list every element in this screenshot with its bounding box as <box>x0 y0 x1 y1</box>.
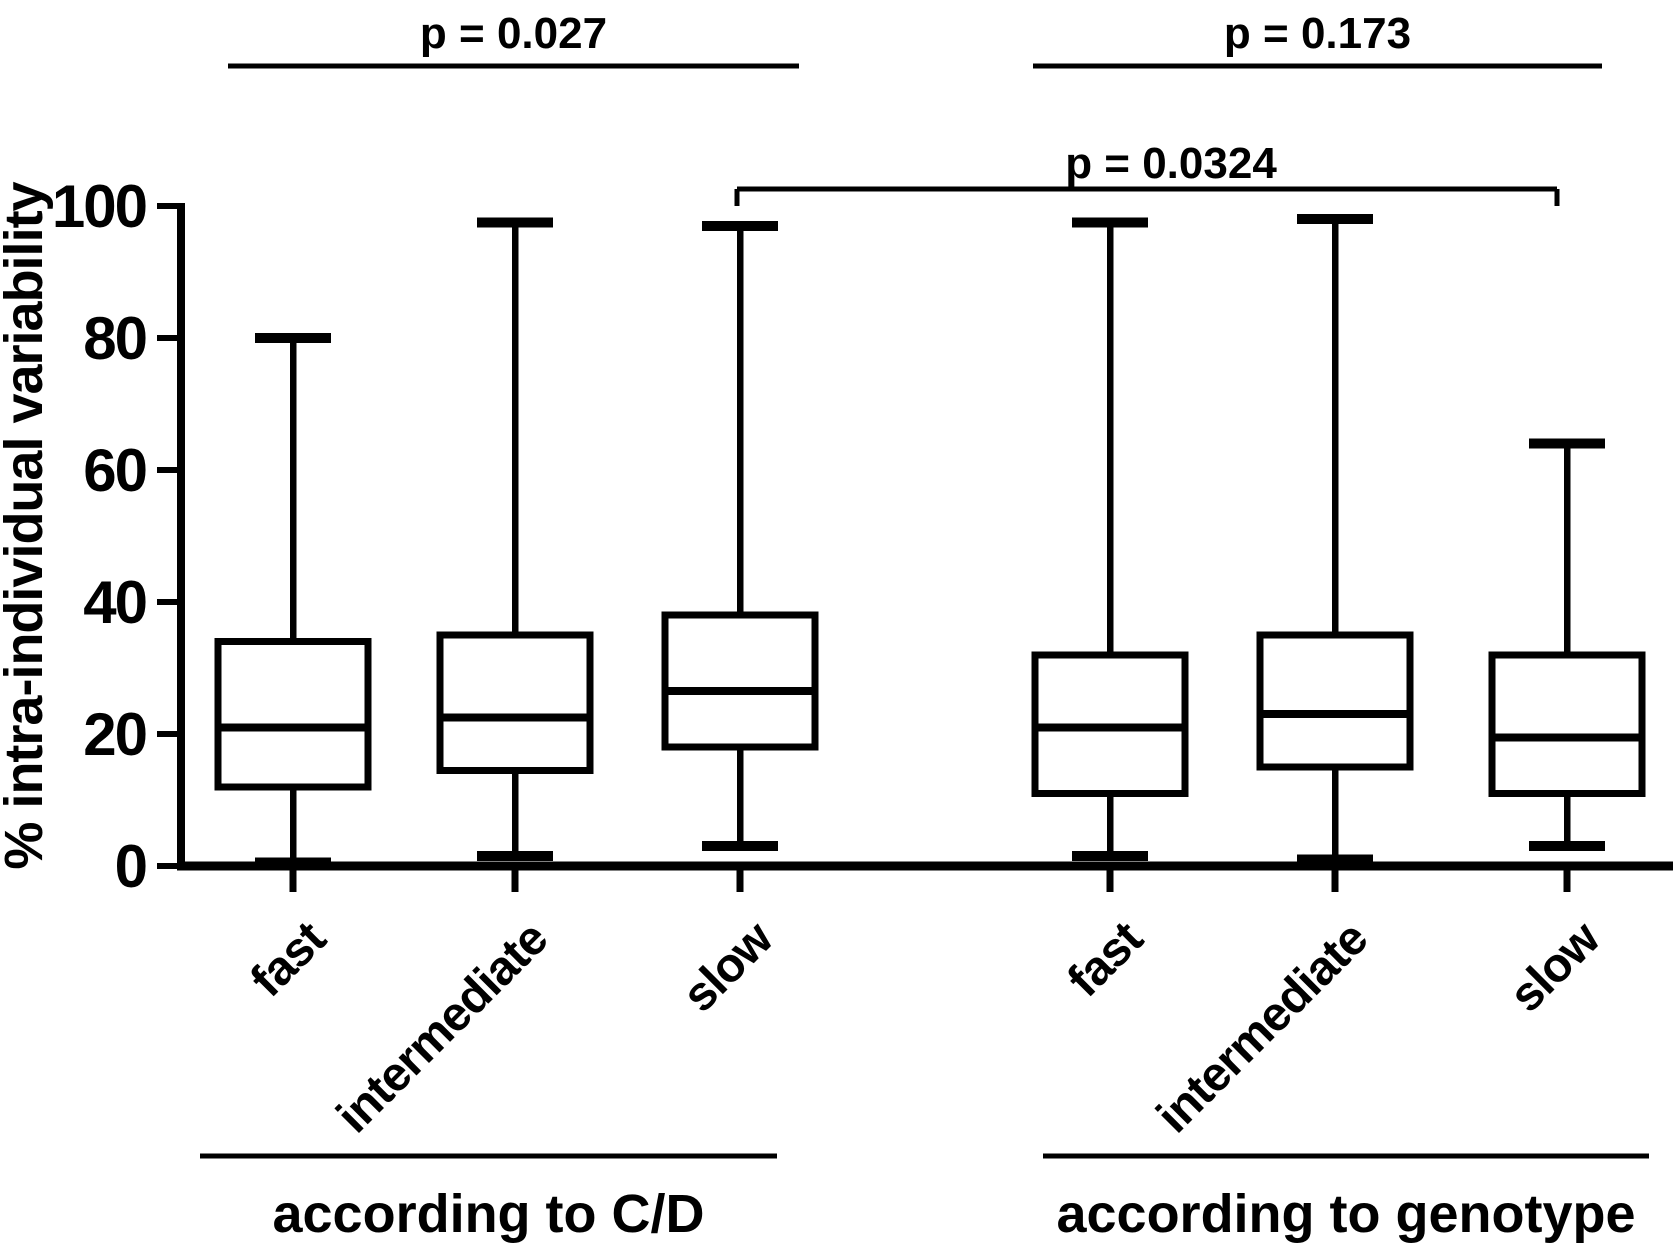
box-rect <box>661 611 819 751</box>
y-axis-title: % intra-individual variability <box>0 181 54 869</box>
box-rect <box>436 631 594 774</box>
box-rect <box>1256 631 1414 771</box>
group-label: according to C/D <box>272 1184 704 1244</box>
box-rect <box>214 638 372 791</box>
group-label: according to genotype <box>1056 1184 1635 1244</box>
category-label: fast <box>241 912 337 1008</box>
y-tick-label: 80 <box>83 305 146 372</box>
y-tick-label: 60 <box>83 437 146 504</box>
y-tick-label: 100 <box>52 173 146 240</box>
y-tick-label: 0 <box>115 833 146 900</box>
category-label: intermediate <box>1147 912 1378 1143</box>
y-tick-label: 20 <box>83 701 146 768</box>
y-tick-label: 40 <box>83 569 146 636</box>
category-label: slow <box>673 911 784 1022</box>
category-label: intermediate <box>327 912 558 1143</box>
pvalue-label: p = 0.027 <box>420 9 607 58</box>
category-label: fast <box>1058 912 1154 1008</box>
category-label: slow <box>1500 911 1611 1022</box>
box-rect <box>1488 651 1646 797</box>
cross-bracket-pvalue-label: p = 0.0324 <box>1065 139 1277 188</box>
pvalue-label: p = 0.173 <box>1224 9 1411 58</box>
